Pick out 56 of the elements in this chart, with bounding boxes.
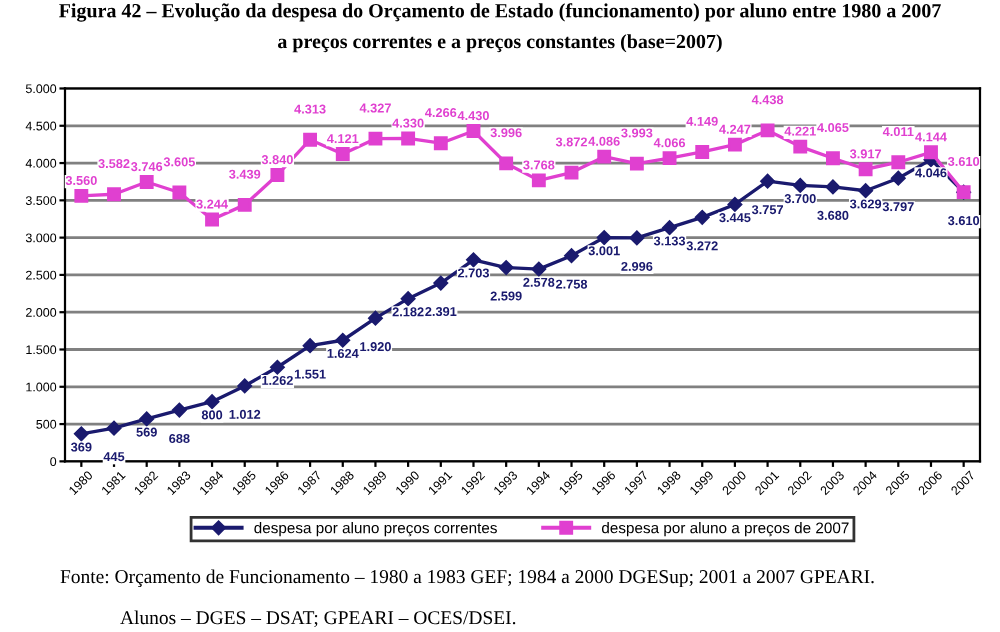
source-note: Fonte: Orçamento de Funcionamento – 1980 a 1983 GEF; 1984 a 2000 DGESup; 2001 a 2007 GPEARI. (60, 569, 874, 588)
point (531, 261, 547, 277)
point (401, 131, 416, 146)
point (891, 155, 906, 170)
point (596, 230, 612, 245)
point (74, 426, 89, 442)
point (760, 123, 775, 138)
point (270, 168, 285, 182)
text: Alunos – DGES – DSAT; GPEARI – OCES/DSEI. (120, 610, 516, 628)
point (694, 210, 710, 225)
point (172, 185, 187, 200)
point (368, 310, 383, 326)
point (237, 197, 252, 212)
chart-title: Figura 42 – Evolução da despesa do Orçamento de Estado (funcionamento) por aluno entre 1980 a 2007 a preços correntes e a preços constantes (base=2007) (59, 3, 941, 53)
point (792, 178, 808, 193)
point (531, 173, 546, 188)
point (597, 149, 612, 164)
point (205, 212, 219, 227)
point (237, 378, 253, 394)
point (564, 165, 579, 180)
point (466, 252, 481, 268)
point (270, 359, 285, 375)
point (368, 131, 383, 146)
point (302, 338, 318, 353)
point (499, 156, 514, 171)
point (793, 139, 808, 154)
point (760, 173, 775, 189)
point (858, 162, 873, 177)
point (662, 151, 677, 166)
point (629, 230, 645, 246)
point (858, 183, 873, 199)
point (695, 145, 710, 159)
point (335, 332, 351, 348)
point (204, 394, 220, 409)
point (466, 124, 481, 138)
point (400, 291, 416, 306)
point (727, 197, 743, 212)
point (303, 132, 318, 147)
point (106, 420, 122, 436)
point (433, 136, 448, 151)
point (924, 145, 938, 160)
point (629, 156, 644, 171)
point (107, 187, 121, 202)
point (825, 179, 841, 195)
point (139, 411, 154, 427)
point (172, 402, 187, 418)
point (335, 147, 350, 161)
point (891, 170, 906, 186)
point (74, 188, 89, 203)
point (433, 275, 449, 291)
point (826, 151, 840, 166)
point (727, 137, 742, 152)
point (498, 260, 514, 275)
point (564, 248, 579, 263)
point (139, 175, 154, 189)
point (662, 220, 677, 235)
